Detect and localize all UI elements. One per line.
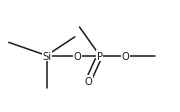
Text: Si: Si [42,51,51,61]
Text: O: O [74,51,82,61]
Text: P: P [97,51,103,61]
Text: O: O [84,76,92,86]
Text: O: O [122,51,129,61]
